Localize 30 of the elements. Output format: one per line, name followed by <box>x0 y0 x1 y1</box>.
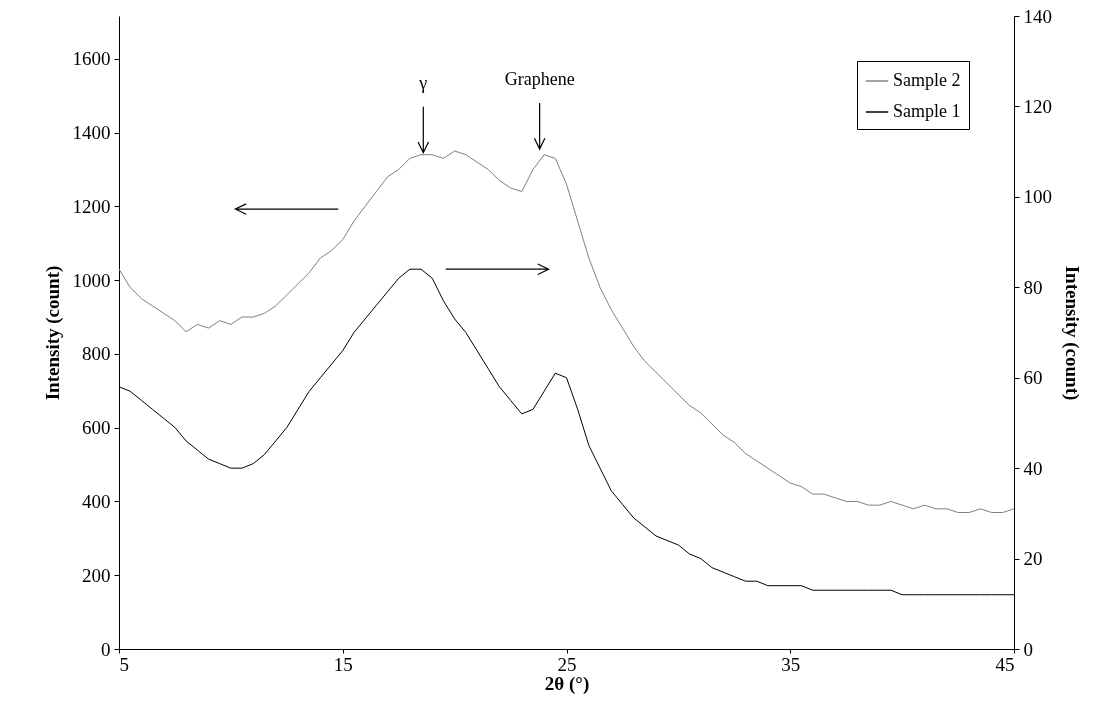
y2-tick-label: 100 <box>1023 186 1052 208</box>
y2-axis-title: Intensity (count) <box>1061 265 1083 401</box>
y-tick-label: 200 <box>82 564 111 586</box>
x-tick-label: 5 <box>119 653 129 675</box>
y-tick-label: 1600 <box>72 48 111 70</box>
annotation: Graphene <box>504 69 575 90</box>
y-tick-label: 800 <box>82 343 111 365</box>
y-tick-label: 600 <box>82 417 111 439</box>
legend-label: Sample 1 <box>893 101 961 121</box>
x-tick-label: 25 <box>557 653 577 675</box>
y-tick-label: 1000 <box>72 269 111 291</box>
y2-tick-label: 80 <box>1023 276 1043 298</box>
y2-tick-label: 140 <box>1023 5 1052 27</box>
y-tick-label: 400 <box>82 490 111 512</box>
y-tick-label: 0 <box>101 638 111 660</box>
x-tick-label: 35 <box>781 653 801 675</box>
y-tick-label: 1200 <box>72 195 111 217</box>
line-series <box>119 150 1014 514</box>
y2-tick-label: 120 <box>1023 95 1052 117</box>
y2-tick-label: 0 <box>1023 638 1033 660</box>
x-tick-label: 45 <box>995 653 1015 675</box>
x-axis-title: 2θ (°) <box>544 672 590 695</box>
y2-tick-label: 60 <box>1023 367 1043 389</box>
y2-tick-label: 40 <box>1023 457 1043 479</box>
x-tick-label: 15 <box>333 653 353 675</box>
y-tick-label: 1400 <box>72 122 111 144</box>
annotation: γ <box>418 72 428 93</box>
legend-label: Sample 2 <box>893 70 961 90</box>
y2-tick-label: 20 <box>1023 548 1043 570</box>
y-axis-title: Intensity (count) <box>41 265 64 401</box>
